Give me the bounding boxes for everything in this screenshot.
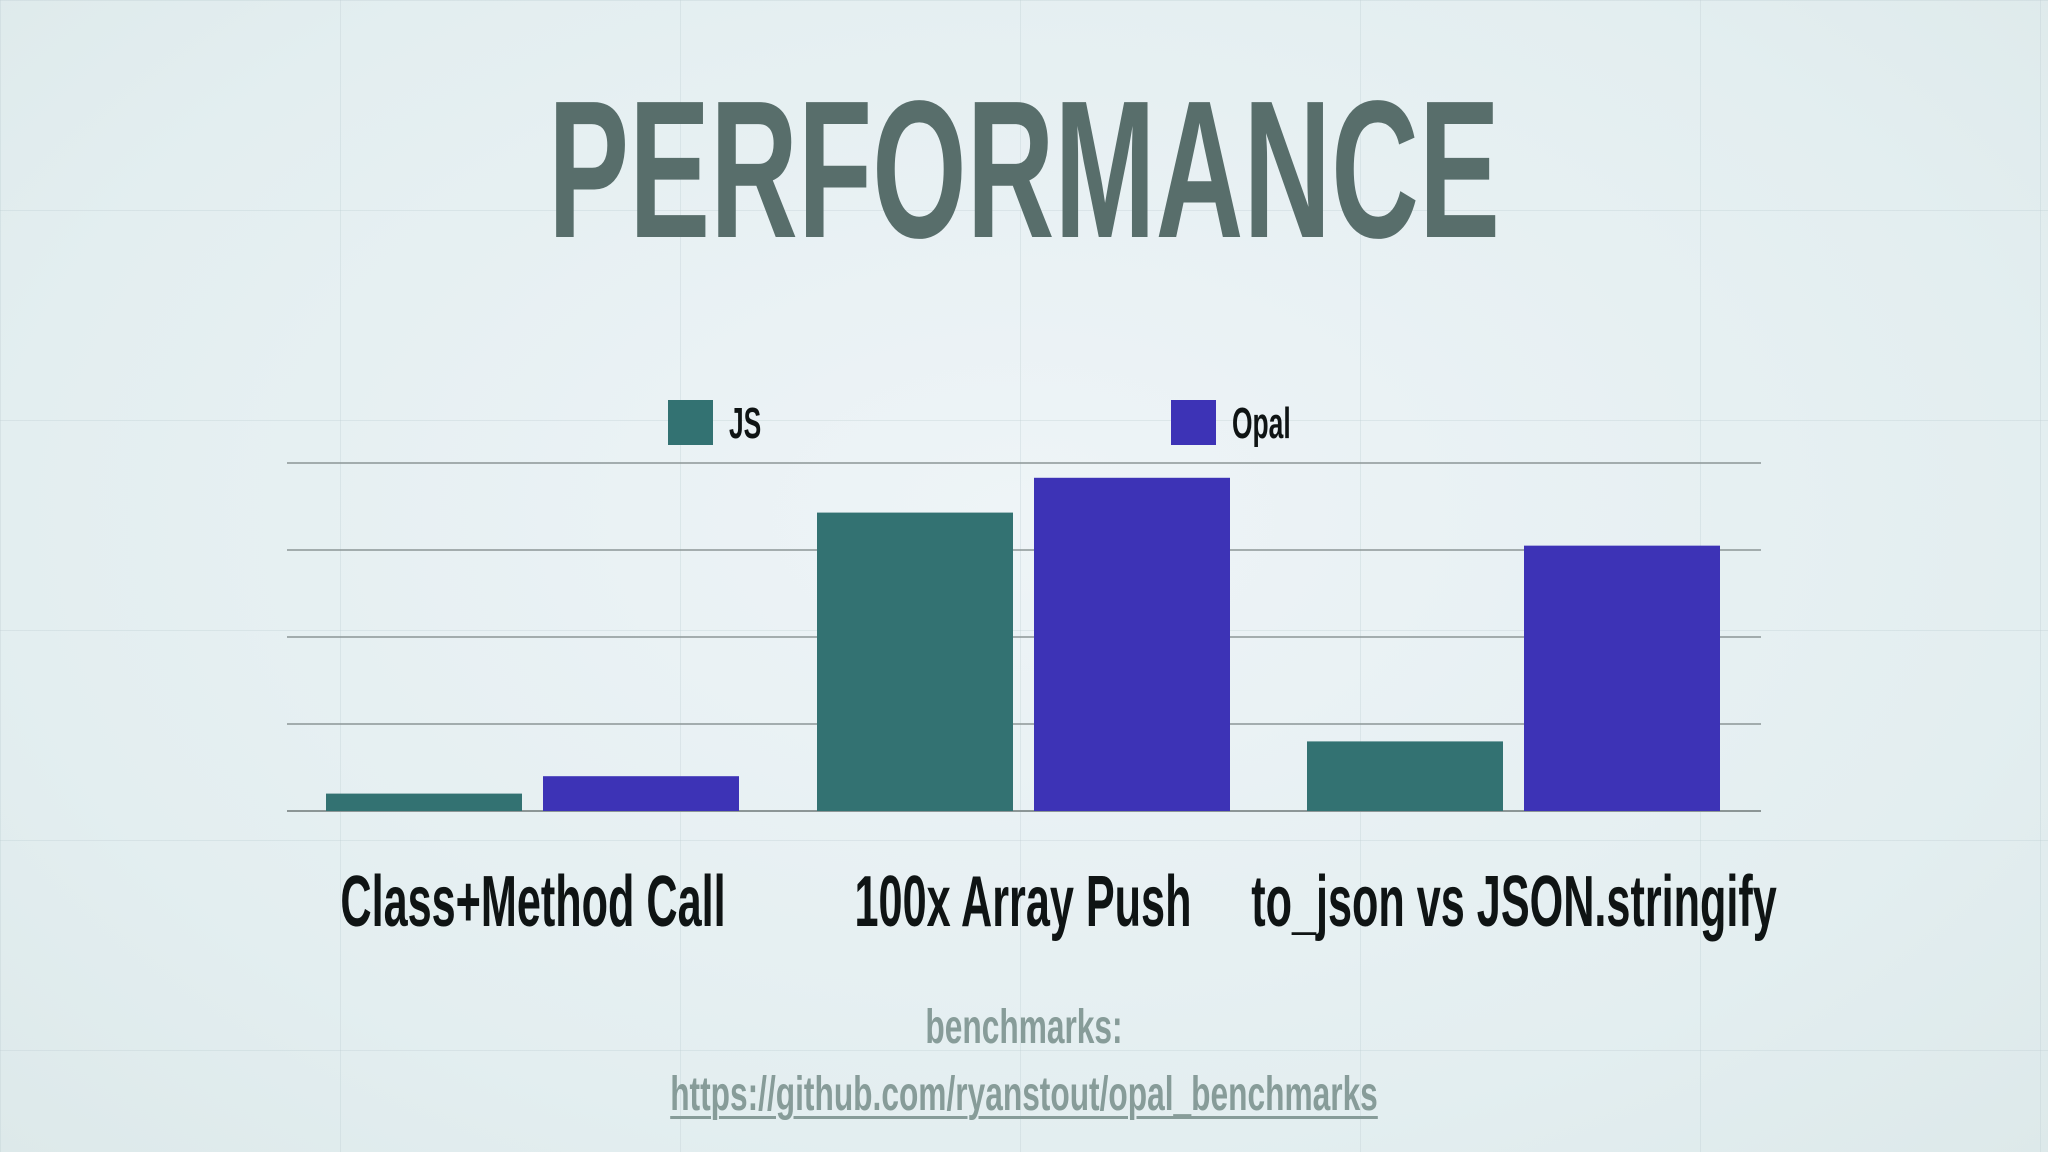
bar-js-1 [326, 793, 522, 811]
chart-category-labels: Class+Method Call 100x Array Push to_json … [340, 861, 1776, 942]
chart-bars [326, 477, 1720, 811]
bar-opal-1 [543, 776, 739, 811]
chart-gridlines [287, 462, 1761, 812]
benchmarks-link[interactable]: https://github.com/ryanstout/opal_benchm… [670, 1068, 1378, 1121]
chart-legend: JS Opal [668, 398, 1291, 448]
legend-label-opal: Opal [1232, 398, 1291, 448]
bar-js-2 [817, 512, 1013, 811]
category-label: Class+Method Call [340, 861, 725, 942]
bar-opal-3 [1524, 545, 1720, 811]
benchmarks-label: benchmarks: [925, 1001, 1123, 1054]
legend-swatch-opal [1171, 400, 1216, 445]
legend-swatch-js [668, 400, 713, 445]
page-title: PERFORMANCE [548, 60, 1500, 279]
category-label: to_json vs JSON.stringify [1251, 861, 1777, 942]
bar-opal-2 [1034, 477, 1230, 811]
legend-label-js: JS [729, 398, 761, 448]
category-label: 100x Array Push [855, 861, 1192, 942]
bar-js-3 [1307, 741, 1503, 811]
